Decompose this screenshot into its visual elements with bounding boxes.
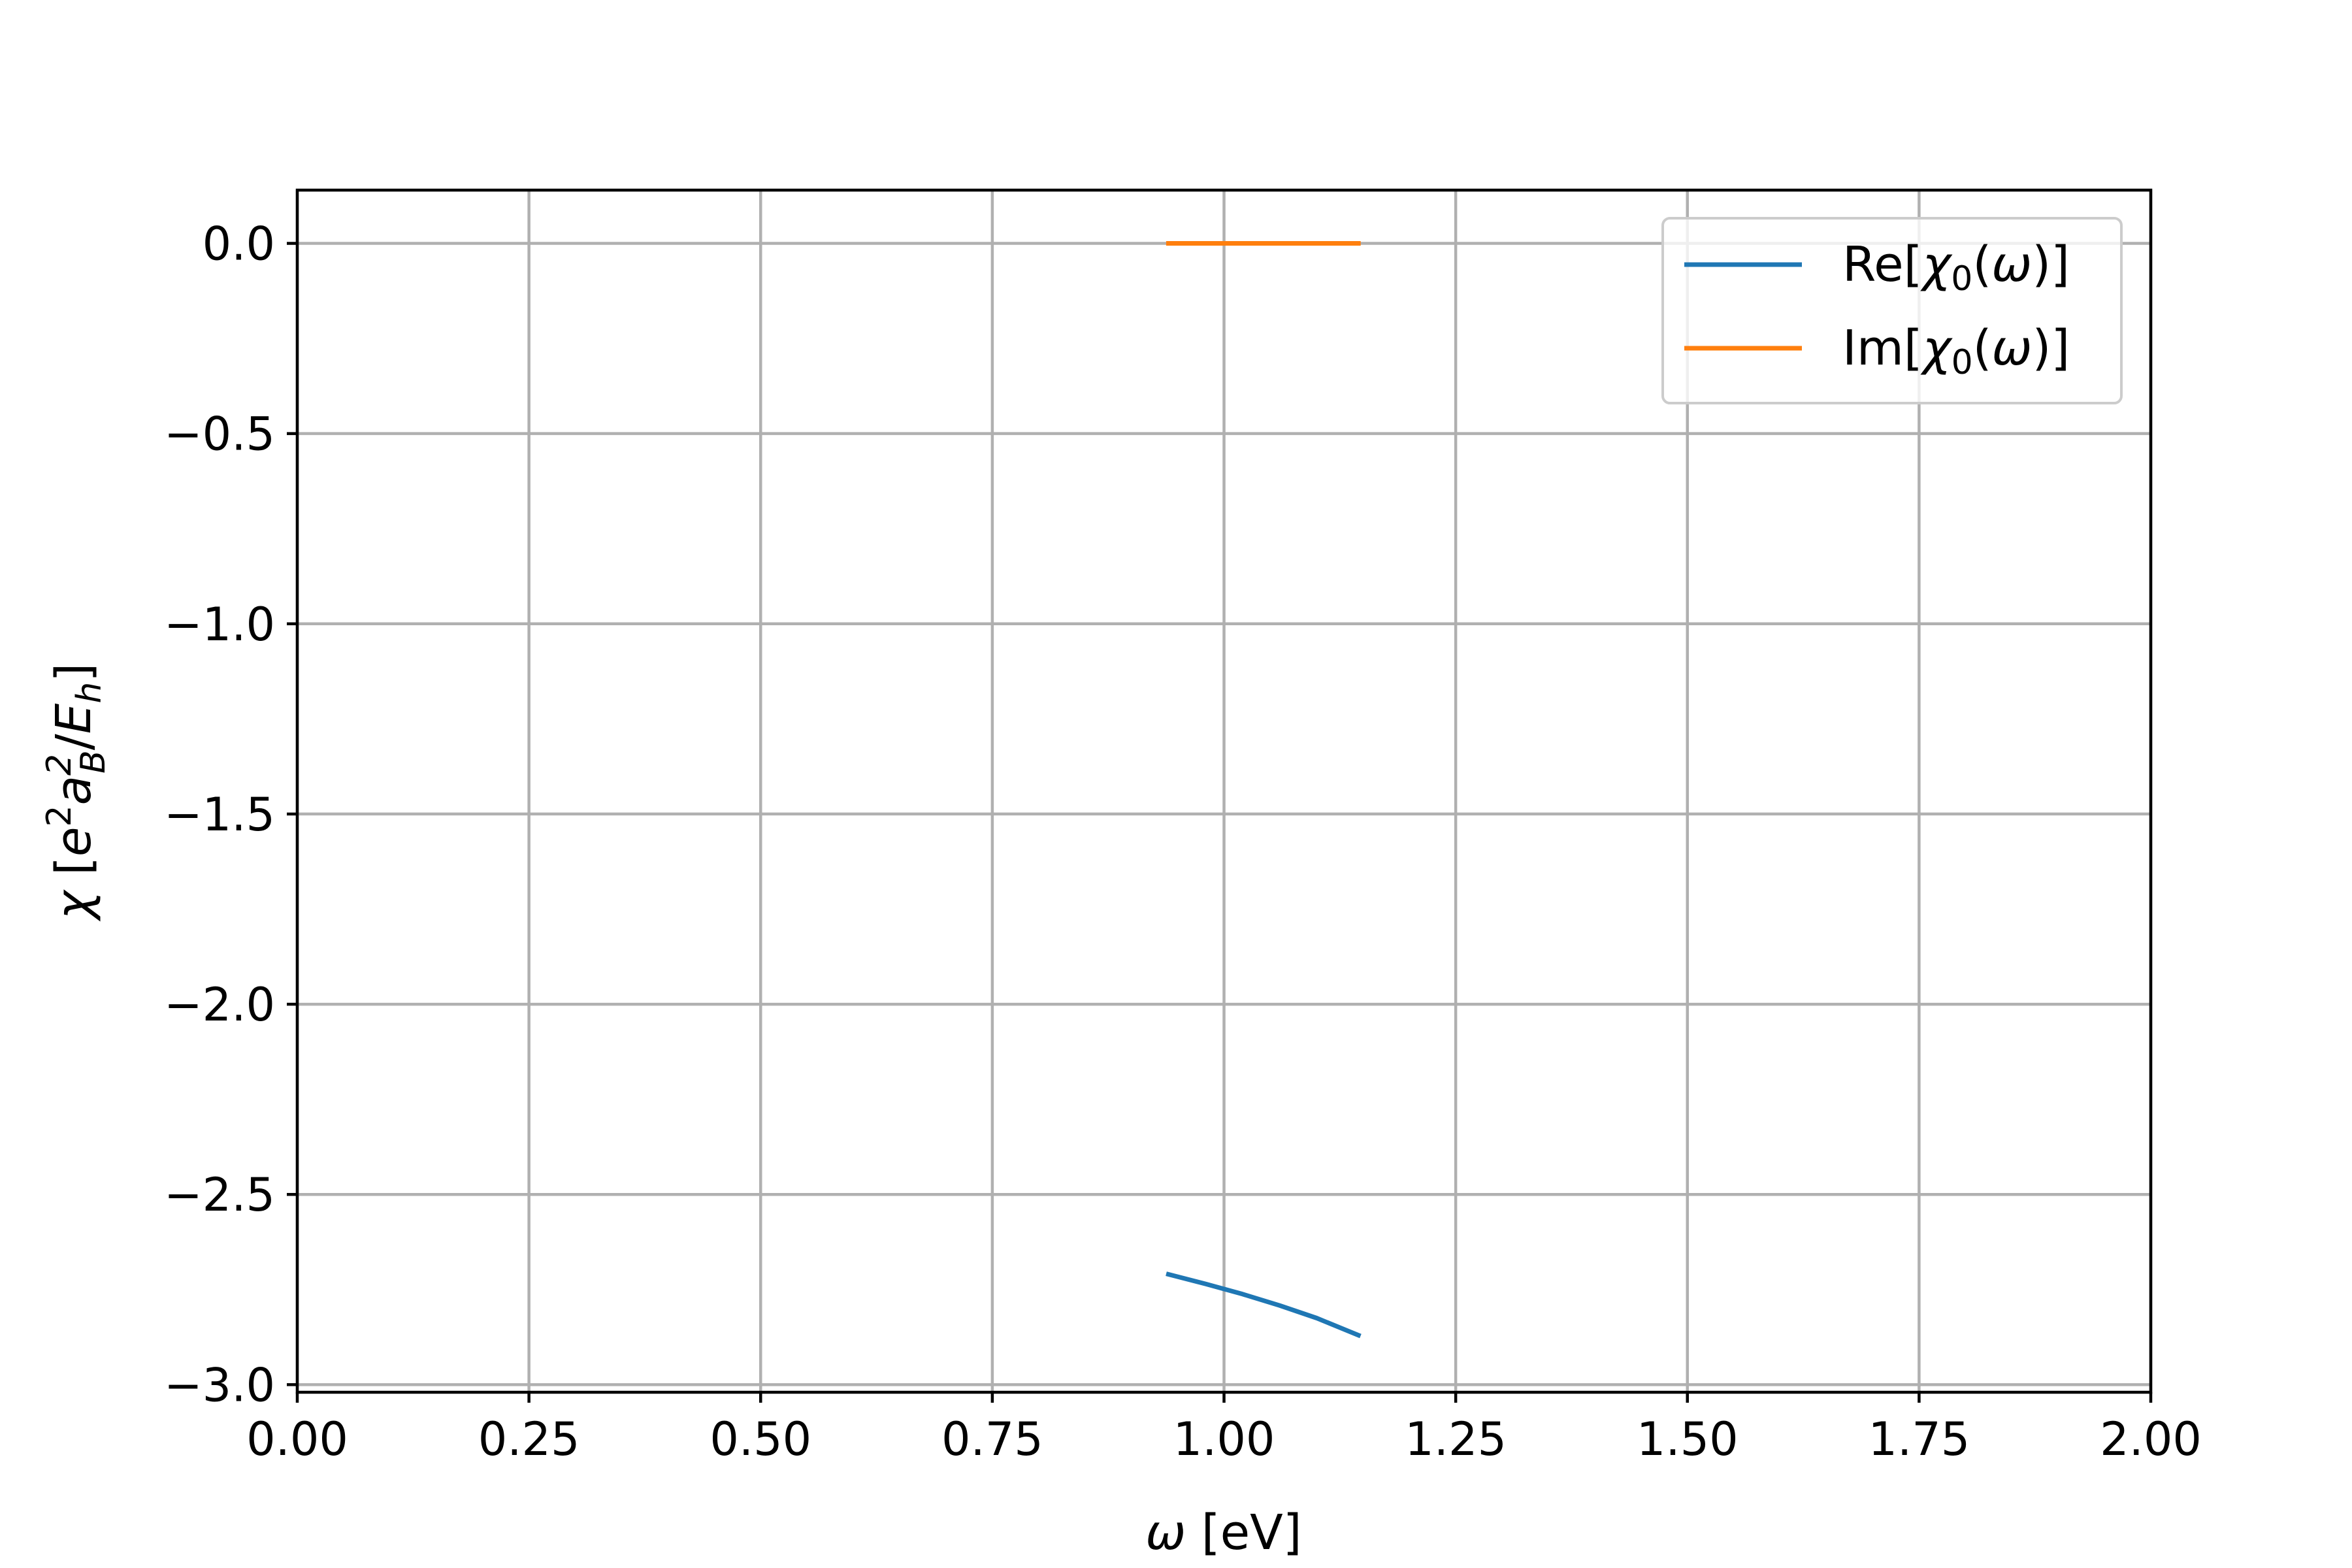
x-tick-label: 1.75: [1868, 1413, 1970, 1466]
x-tick-label: 0.75: [941, 1413, 1043, 1466]
x-tick-label: 0.50: [710, 1413, 811, 1466]
x-tick-label: 1.25: [1405, 1413, 1507, 1466]
series-line-re: [1166, 1271, 1362, 1339]
ticks: 0.00 0.25 0.50 0.75 1.00 1.25 1.50 1.75 2.00 0.0 −…: [164, 218, 2202, 1466]
x-axis-label: ω [eV]: [1145, 1505, 1301, 1561]
y-axis-label: χ [e2a2B/Eh]: [40, 663, 113, 923]
x-tick-label: 1.50: [1637, 1413, 1739, 1466]
legend: Re[χ0(ω)] Im[χ0(ω)]: [1661, 217, 2123, 404]
y-tick-label: 0.0: [203, 218, 275, 271]
legend-label-re: Re[χ0(ω)]: [1842, 237, 2070, 299]
x-tick-label: 0.00: [246, 1413, 348, 1466]
y-tick-label: −1.5: [164, 788, 275, 841]
series-layer: [1166, 241, 1362, 1339]
x-tick-label: 0.25: [478, 1413, 580, 1466]
y-tick-label: −1.0: [164, 598, 275, 651]
y-tick-label: −3.0: [164, 1358, 275, 1412]
x-tick-label: 2.00: [2100, 1413, 2202, 1466]
y-tick-label: −2.5: [164, 1168, 275, 1222]
x-tick-label: 1.00: [1173, 1413, 1275, 1466]
y-tick-label: −2.0: [164, 978, 275, 1032]
legend-label-im: Im[χ0(ω)]: [1842, 320, 2070, 382]
y-tick-label: −0.5: [164, 408, 275, 461]
